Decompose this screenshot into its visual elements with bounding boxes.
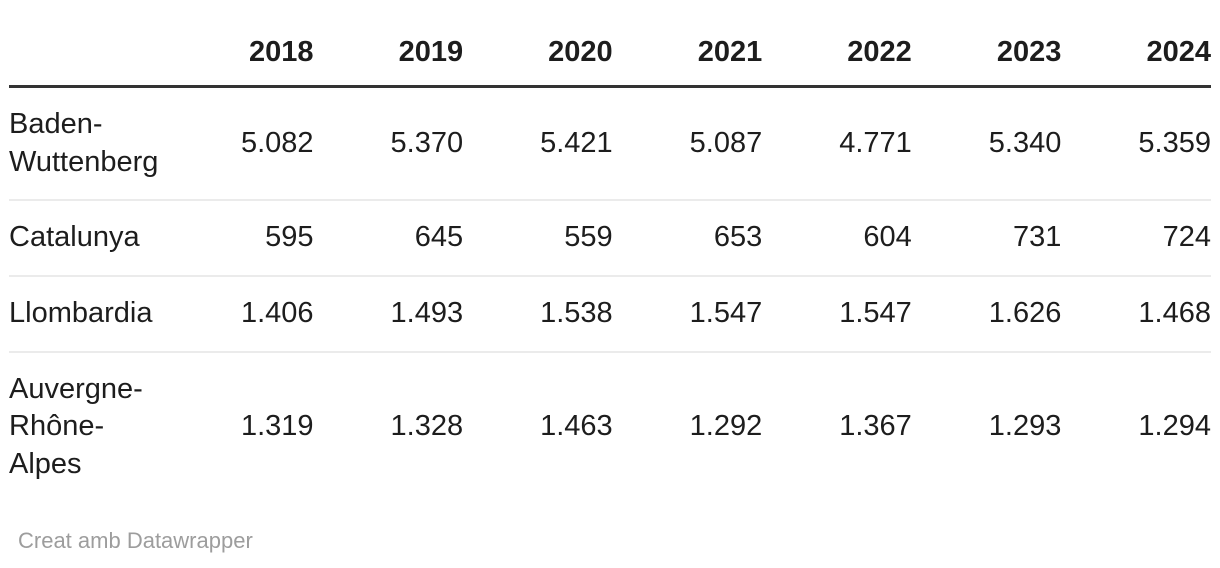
column-header-2019: 2019 bbox=[313, 26, 464, 88]
table-cell: 1.292 bbox=[612, 350, 763, 502]
table-cell: 5.370 bbox=[390, 126, 464, 159]
data-table-container: 2018 2019 2020 2021 2022 2023 2024 Baden… bbox=[9, 26, 1211, 553]
row-label: Catalunya bbox=[9, 199, 164, 277]
table-cell: 4.771 bbox=[839, 126, 912, 159]
table-cell: 1.367 bbox=[762, 350, 912, 502]
table-cell: 595 bbox=[164, 199, 314, 277]
column-header-2020: 2020 bbox=[463, 26, 613, 88]
table-cell: 1.293 bbox=[911, 350, 1062, 502]
table-body: Baden-Wuttenberg 5.082 5.370 5.421 5.087… bbox=[9, 87, 1211, 502]
column-header-2023: 2023 bbox=[911, 26, 1062, 88]
table-cell: 1.328 bbox=[313, 350, 464, 502]
table-row-auvergne-rhone-alpes: Auvergne-Rhône-Alpes 1.319 1.328 1.463 1… bbox=[9, 350, 1211, 502]
table-cell: 5.340 bbox=[988, 126, 1062, 159]
table-cell: 1.538 bbox=[463, 275, 613, 352]
row-label: Auvergne-Rhône-Alpes bbox=[9, 350, 164, 502]
table-cell: 653 bbox=[612, 199, 763, 277]
table-cell: 604 bbox=[762, 199, 912, 277]
table-cell: 1.547 bbox=[762, 275, 912, 352]
row-label-header bbox=[9, 26, 164, 88]
table-cell: 1.294 bbox=[1061, 350, 1211, 502]
table-cell: 1.493 bbox=[313, 275, 464, 352]
table-cell: 559 bbox=[463, 199, 613, 277]
table-cell: 5.421 bbox=[540, 126, 613, 159]
column-header-2018: 2018 bbox=[164, 26, 314, 88]
table-cell: 724 bbox=[1061, 199, 1211, 277]
table-cell: 5.082 bbox=[240, 126, 314, 159]
table-cell: 1.319 bbox=[164, 350, 314, 502]
table-row-baden-wuttenberg: Baden-Wuttenberg 5.082 5.370 5.421 5.087… bbox=[9, 87, 1211, 201]
table-row-catalunya: Catalunya 595 645 559 653 604 731 724 bbox=[9, 199, 1211, 277]
table-row-llombardia: Llombardia 1.406 1.493 1.538 1.547 1.547… bbox=[9, 275, 1211, 352]
table-header: 2018 2019 2020 2021 2022 2023 2024 bbox=[9, 26, 1211, 88]
table-cell: 645 bbox=[313, 199, 464, 277]
table-cell: 731 bbox=[911, 199, 1062, 277]
column-header-2022: 2022 bbox=[762, 26, 912, 88]
column-header-2021: 2021 bbox=[612, 26, 763, 88]
table-cell: 1.463 bbox=[463, 350, 613, 502]
row-label: Llombardia bbox=[9, 275, 164, 352]
table-cell: 1.626 bbox=[911, 275, 1062, 352]
row-label: Baden-Wuttenberg bbox=[9, 108, 159, 178]
table-cell: 5.359 bbox=[1138, 126, 1211, 159]
datawrapper-attribution-link[interactable]: Creat amb Datawrapper bbox=[18, 527, 253, 553]
table-cell: 5.087 bbox=[689, 126, 763, 159]
table-cell: 1.468 bbox=[1061, 275, 1211, 352]
column-header-2024: 2024 bbox=[1061, 26, 1211, 88]
header-row: 2018 2019 2020 2021 2022 2023 2024 bbox=[9, 26, 1211, 88]
table-cell: 1.406 bbox=[164, 275, 314, 352]
data-table: 2018 2019 2020 2021 2022 2023 2024 Baden… bbox=[9, 26, 1211, 502]
table-cell: 1.547 bbox=[612, 275, 763, 352]
